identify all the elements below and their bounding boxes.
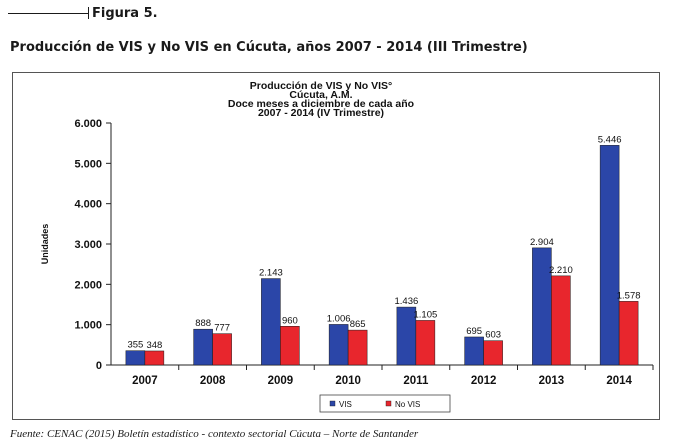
y-tick-label: 5.000 xyxy=(74,158,102,170)
legend-swatch-vis xyxy=(330,401,335,406)
x-tick-label: 2014 xyxy=(606,375,632,387)
x-tick-label: 2013 xyxy=(539,375,565,387)
y-tick-label: 6.000 xyxy=(74,118,102,130)
x-tick-label: 2009 xyxy=(268,375,294,387)
bar-no-vis xyxy=(484,341,503,365)
chart-title-line: 2007 - 2014 (IV Trimestre) xyxy=(258,107,384,119)
figure-tag: Figura 5. xyxy=(8,4,158,22)
bar-no-vis xyxy=(213,334,232,365)
data-label-no-vis: 1.105 xyxy=(413,309,437,320)
data-label-vis: 695 xyxy=(466,326,482,337)
bar-vis xyxy=(194,329,213,365)
bar-vis xyxy=(465,337,484,365)
x-tick-label: 2011 xyxy=(403,375,429,387)
source-note: Fuente: CENAC (2015) Boletín estadístico… xyxy=(10,428,418,440)
legend-label-no-vis: No VIS xyxy=(395,400,420,409)
data-label-no-vis: 603 xyxy=(485,330,501,341)
chart-frame: Producción de VIS y No VIS° Cúcuta, A.M. D… xyxy=(12,72,660,420)
data-label-no-vis: 960 xyxy=(282,315,298,326)
data-label-vis: 1.436 xyxy=(394,296,418,307)
data-label-vis: 355 xyxy=(127,340,143,351)
x-tick-label: 2008 xyxy=(200,375,226,387)
data-label-vis: 2.143 xyxy=(259,268,283,279)
bar-vis xyxy=(126,351,145,365)
data-label-no-vis: 777 xyxy=(214,323,230,334)
legend-swatch-no-vis xyxy=(386,401,391,406)
bar-no-vis xyxy=(416,320,435,365)
bar-no-vis xyxy=(145,351,164,365)
bar-no-vis xyxy=(551,276,570,365)
figure-rule xyxy=(8,13,88,14)
figure-rule-tick xyxy=(88,7,89,19)
data-label-no-vis: 348 xyxy=(146,340,162,351)
y-tick-label: 2.000 xyxy=(74,279,102,291)
data-label-vis: 2.904 xyxy=(530,237,554,248)
y-tick-label: 1.000 xyxy=(74,320,102,332)
figure-label: Figura 5. xyxy=(92,6,158,21)
bar-no-vis xyxy=(619,301,638,365)
y-tick-label: 0 xyxy=(96,360,102,372)
bar-no-vis xyxy=(348,330,367,365)
y-axis-label: Unidades xyxy=(40,224,50,265)
bar-no-vis xyxy=(280,326,299,365)
data-label-no-vis: 2.210 xyxy=(549,265,573,276)
data-label-no-vis: 865 xyxy=(350,319,366,330)
data-label-vis: 5.446 xyxy=(598,134,622,145)
legend-label-vis: VIS xyxy=(339,400,352,409)
x-tick-label: 2010 xyxy=(335,375,361,387)
x-tick-label: 2007 xyxy=(132,375,158,387)
data-label-vis: 1.006 xyxy=(327,313,351,324)
bar-vis xyxy=(329,324,348,365)
bar-vis xyxy=(600,145,619,365)
data-label-no-vis: 1.578 xyxy=(617,290,641,301)
data-label-vis: 888 xyxy=(195,318,211,329)
bar-vis xyxy=(261,279,280,365)
y-tick-label: 4.000 xyxy=(74,199,102,211)
y-tick-label: 3.000 xyxy=(74,239,102,251)
x-tick-label: 2012 xyxy=(471,375,497,387)
document-chart-title: Producción de VIS y No VIS en Cúcuta, añ… xyxy=(10,40,528,55)
bar-chart: Producción de VIS y No VIS°Cúcuta, A.M.D… xyxy=(13,73,661,421)
